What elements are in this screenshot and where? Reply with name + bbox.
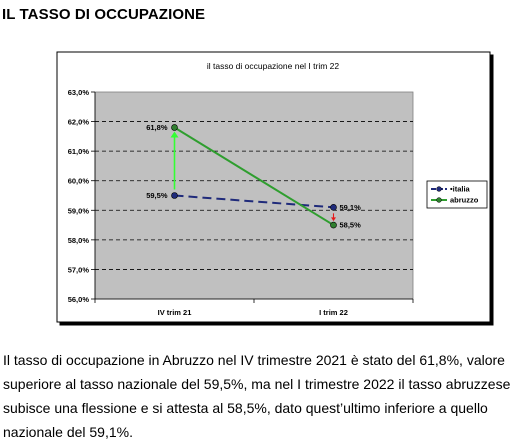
chart-title: il tasso di occupazione nel I trim 22 <box>207 61 340 71</box>
data-point-italia <box>171 192 178 199</box>
y-tick-label: 59,0% <box>68 206 90 215</box>
y-tick-label: 57,0% <box>68 265 90 274</box>
legend-label-italia: •italia <box>450 185 471 194</box>
change-arrow-head <box>170 131 179 138</box>
chart-container: il tasso di occupazione nel I trim 22 56… <box>56 51 491 323</box>
legend-label-abruzzo: abruzzo <box>450 196 479 205</box>
data-label: 61,8% <box>146 123 168 132</box>
description-paragraph: Il tasso di occupazione in Abruzzo nel I… <box>3 352 511 440</box>
change-arrow-head <box>331 217 336 222</box>
page-heading: IL TASSO DI OCCUPAZIONE <box>2 6 206 23</box>
data-point-abruzzo <box>330 221 337 229</box>
series-line-italia <box>174 194 334 209</box>
series-line-abruzzo <box>173 126 335 226</box>
data-label: 59,1% <box>340 203 362 212</box>
x-tick-label: IV trim 21 <box>158 308 192 317</box>
data-label: 58,5% <box>340 221 362 230</box>
plot-area <box>94 91 414 300</box>
legend-marker-italia <box>436 186 442 192</box>
y-tick-label: 60,0% <box>68 177 90 186</box>
y-tick-label: 63,0% <box>68 88 90 97</box>
y-tick-label: 61,0% <box>68 147 90 156</box>
y-tick-label: 56,0% <box>68 295 90 304</box>
x-tick-label: I trim 22 <box>319 308 348 317</box>
data-point-abruzzo <box>171 124 178 131</box>
line-chart: il tasso di occupazione nel I trim 22 56… <box>56 51 491 323</box>
y-tick-label: 62,0% <box>68 118 90 127</box>
legend-marker-abruzzo <box>436 197 442 203</box>
legend-box <box>426 180 488 209</box>
data-label: 59,5% <box>146 191 168 200</box>
data-point-italia <box>330 204 337 211</box>
y-tick-label: 58,0% <box>68 236 90 245</box>
